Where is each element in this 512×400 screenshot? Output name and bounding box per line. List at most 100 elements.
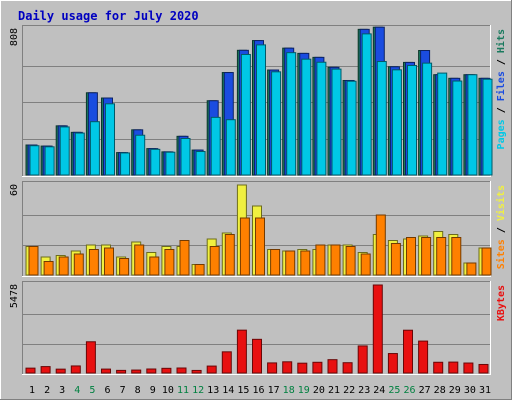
bar-sites-day-8 [134, 244, 145, 276]
x-tick-day-20: 20 [313, 385, 325, 396]
bar-pages-day-27 [422, 62, 433, 176]
bar-kbytes-day-14 [221, 351, 232, 374]
bar-kbytes-day-20 [312, 361, 323, 374]
bar-sites-day-19 [300, 250, 311, 276]
bar-pages-day-25 [391, 69, 402, 176]
legend-separator: / [496, 221, 507, 239]
bar-sites-day-26 [406, 237, 416, 276]
bar-pages-day-12 [195, 151, 206, 176]
bar-sites-day-7 [119, 258, 130, 276]
bar-sites-day-21 [330, 244, 341, 276]
bar-sites-day-10 [164, 249, 175, 276]
bar-kbytes-day-16 [252, 338, 262, 374]
bar-sites-day-17 [270, 249, 281, 276]
x-tick-day-24: 24 [373, 385, 385, 396]
bar-sites-day-5 [88, 249, 99, 276]
x-tick-day-21: 21 [328, 385, 340, 396]
bar-sites-day-29 [451, 237, 462, 276]
bar-pages-day-15 [240, 53, 251, 176]
x-tick-day-15: 15 [237, 385, 249, 396]
bar-kbytes-day-25 [387, 353, 398, 374]
bar-kbytes-day-22 [342, 362, 353, 374]
panel-bot-ymax-label: 5478 [9, 284, 20, 308]
bar-sites-day-14 [224, 234, 235, 276]
bar-kbytes-day-15 [236, 329, 247, 374]
bar-kbytes-day-11 [176, 367, 187, 374]
bar-kbytes-day-26 [403, 329, 413, 374]
bar-pages-day-21 [331, 68, 342, 176]
x-tick-day-17: 17 [268, 385, 280, 396]
bar-kbytes-day-9 [146, 368, 157, 374]
bar-pages-day-1 [29, 145, 40, 176]
bar-pages-day-18 [286, 52, 297, 176]
bar-pages-day-22 [346, 80, 357, 176]
bar-pages-day-13 [210, 116, 221, 176]
bar-kbytes-day-12 [191, 369, 202, 374]
x-tick-day-9: 9 [150, 385, 156, 396]
bar-kbytes-day-18 [282, 361, 293, 374]
x-tick-day-3: 3 [59, 385, 65, 396]
bar-sites-day-13 [209, 246, 220, 276]
panel-bot-legend: KBytes [496, 285, 507, 321]
bar-kbytes-day-5 [85, 341, 96, 374]
bar-kbytes-day-19 [297, 362, 308, 374]
bar-sites-day-6 [104, 247, 114, 276]
bar-pages-day-6 [105, 103, 115, 176]
legend-hits: Hits [495, 29, 507, 53]
bar-pages-day-2 [44, 146, 55, 176]
bar-sites-day-23 [360, 253, 371, 276]
bar-sites-day-20 [315, 244, 326, 276]
bar-pages-day-4 [74, 132, 85, 176]
x-tick-day-8: 8 [135, 385, 141, 396]
x-tick-day-10: 10 [162, 385, 174, 396]
bar-kbytes-day-31 [478, 363, 489, 374]
x-tick-day-29: 29 [449, 385, 461, 396]
x-tick-day-27: 27 [419, 385, 431, 396]
bar-sites-day-3 [58, 256, 69, 276]
bar-kbytes-day-17 [267, 362, 278, 374]
bar-pages-day-26 [407, 65, 417, 176]
panel-mid-ymax-label: 60 [9, 184, 20, 196]
legend-separator: / [496, 53, 507, 71]
bar-pages-day-28 [437, 72, 448, 176]
bar-pages-day-23 [361, 33, 372, 176]
bar-pages-day-16 [256, 44, 266, 176]
bar-pages-day-11 [180, 138, 191, 176]
bar-kbytes-day-2 [40, 366, 51, 374]
bar-sites-day-4 [73, 253, 84, 276]
bar-sites-day-31 [481, 247, 492, 276]
x-tick-day-19: 19 [298, 385, 310, 396]
panel-top-ymax-label: 808 [9, 28, 20, 46]
x-tick-day-12: 12 [192, 385, 204, 396]
bar-kbytes-day-23 [357, 345, 368, 374]
x-tick-day-2: 2 [44, 385, 50, 396]
x-tick-day-1: 1 [29, 385, 35, 396]
bar-pages-day-17 [271, 71, 282, 176]
x-tick-day-28: 28 [434, 385, 446, 396]
bar-sites-day-18 [285, 250, 296, 276]
bar-sites-day-22 [345, 246, 356, 276]
bar-kbytes-day-24 [372, 284, 383, 374]
bar-pages-day-10 [165, 151, 176, 176]
bar-sites-day-16 [255, 217, 265, 276]
bar-kbytes-day-13 [206, 365, 217, 374]
bar-kbytes-day-21 [327, 359, 338, 374]
bar-sites-day-25 [390, 243, 401, 276]
bar-sites-day-27 [421, 237, 432, 276]
bar-kbytes-day-27 [418, 340, 429, 374]
x-tick-day-18: 18 [283, 385, 295, 396]
bar-pages-day-24 [376, 61, 387, 176]
x-tick-day-4: 4 [74, 385, 80, 396]
bar-pages-day-8 [135, 134, 146, 176]
chart-title: Daily usage for July 2020 [18, 9, 199, 23]
bar-pages-day-31 [482, 78, 493, 176]
legend-sites: Sites [495, 239, 507, 269]
bar-sites-day-24 [375, 214, 386, 276]
panel-top-legend: Pages / Files / Hits [495, 29, 507, 149]
x-tick-day-31: 31 [479, 385, 491, 396]
bar-pages-day-19 [301, 58, 312, 176]
bar-kbytes-day-8 [131, 369, 142, 374]
x-tick-day-13: 13 [207, 385, 219, 396]
bar-pages-day-14 [225, 119, 236, 176]
bar-sites-day-28 [436, 237, 447, 276]
